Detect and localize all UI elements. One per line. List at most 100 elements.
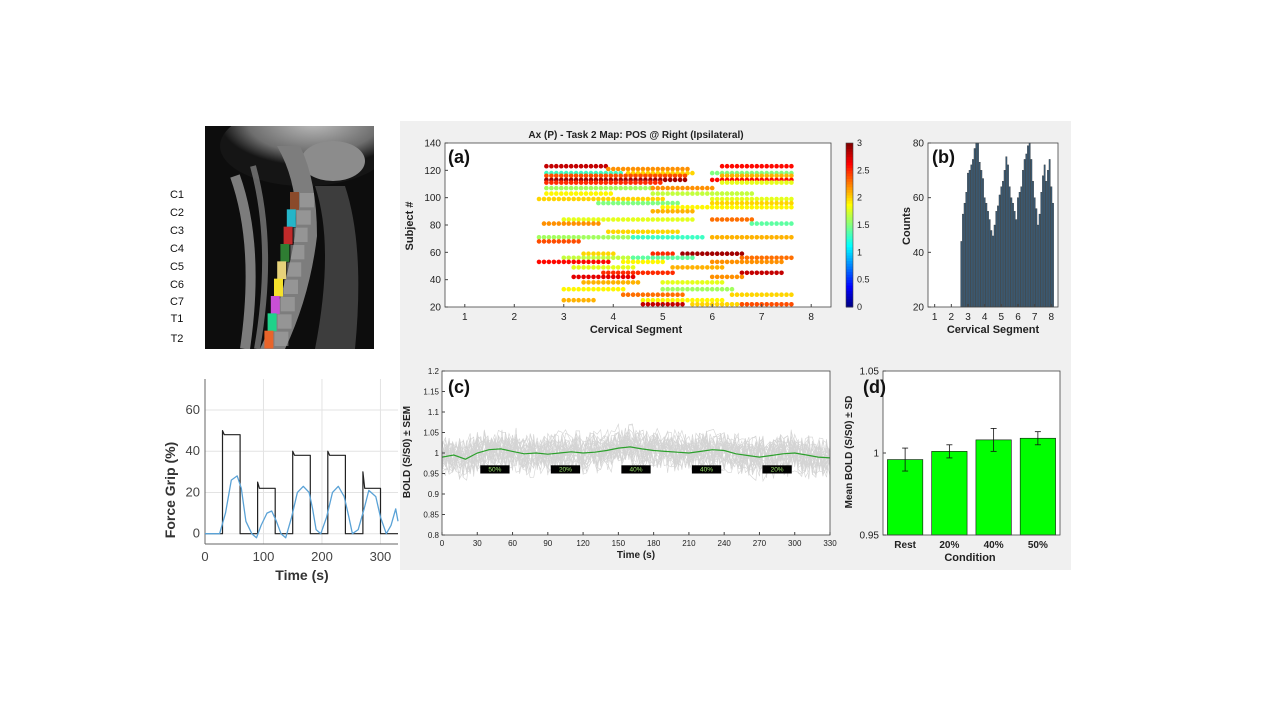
panel-a-point (546, 235, 552, 240)
panel-a-point (581, 297, 586, 303)
panel-a-xtick-label: 2 (512, 312, 518, 323)
panel-a-point (774, 259, 779, 265)
panel-a-point (583, 163, 589, 169)
panel-a-point (541, 259, 547, 265)
panel-a-point (586, 255, 591, 261)
colorbar-band (846, 268, 853, 272)
panel-a-point (744, 200, 750, 206)
panel-a-point (749, 302, 755, 307)
panel-a-point (620, 200, 626, 206)
panel-a-point (675, 235, 680, 240)
panel-a-point (769, 259, 774, 265)
panel-b-bar (1040, 192, 1043, 308)
colorbar-band (846, 252, 853, 256)
panel-a-point (576, 286, 581, 292)
panel-a-point (789, 196, 794, 202)
panel-a-point (586, 217, 591, 222)
panel-a-point (734, 302, 740, 307)
colorbar-band (846, 227, 853, 231)
panel-a-point (764, 259, 769, 265)
panel-a-point (571, 265, 576, 270)
panel-a-point (645, 229, 651, 235)
panel-a-point (719, 265, 725, 270)
spinal-segment-c6 (274, 278, 283, 297)
panel-a-point (690, 297, 695, 303)
panel-a-point (586, 265, 591, 270)
panel-a-point (660, 200, 665, 206)
panel-a-point (625, 255, 631, 261)
panel-a-point (568, 180, 574, 185)
colorbar-band (846, 153, 853, 158)
panel-a-point (556, 259, 562, 265)
panel-a-point (734, 191, 740, 196)
panel-a-point (690, 265, 695, 270)
panel-a-point (670, 280, 675, 285)
panel-a-point (591, 255, 596, 261)
panel-a-point (655, 217, 661, 222)
panel-a-point (576, 235, 581, 240)
panel-a-point (549, 185, 554, 191)
panel-a-point (665, 280, 670, 285)
panel-b-ytick-label: 60 (913, 193, 925, 204)
panel-a-point (650, 302, 656, 307)
panel-a-point (630, 229, 636, 235)
panel-a-point (729, 191, 735, 196)
panel-a-point (667, 177, 673, 183)
panel-c-subject-trace (441, 430, 831, 477)
colorbar-band (846, 181, 853, 185)
panel-a-point (660, 286, 665, 292)
panel-a-point (660, 229, 665, 235)
panel-a-point (566, 259, 571, 265)
panel-a-point (690, 302, 695, 307)
panel-b-bar (968, 170, 971, 308)
panel-a-point (709, 200, 715, 206)
panel-b-xlabel: Cervical Segment (947, 324, 1040, 336)
panel-a-point (709, 235, 715, 240)
panel-a-point (645, 200, 651, 206)
panel-a-point (670, 235, 675, 240)
panel-a-point (635, 217, 641, 222)
panel-a-point (719, 235, 725, 240)
panel-b-ytick-label: 40 (913, 248, 925, 259)
panel-a-point (596, 221, 601, 226)
panel-a-point (571, 286, 576, 292)
panel-a-ylabel: Subject # (404, 202, 416, 251)
panel-a-point (739, 292, 745, 297)
panel-a-point (559, 185, 564, 191)
panel-a-point (650, 166, 656, 172)
panel-a-point (601, 270, 606, 276)
panel-a-point (769, 173, 774, 179)
colorbar-band (846, 290, 853, 294)
panel-a-point (700, 265, 705, 270)
segment-label-c7: C7 (169, 296, 185, 308)
panel-a-point (675, 191, 680, 196)
panel-a-point (660, 204, 665, 210)
panel-a-point (559, 180, 564, 185)
panel-a-point (700, 302, 705, 307)
panel-a-point (576, 217, 581, 222)
task-block-20pct (550, 465, 581, 474)
panel-d-ytick-label: 1 (873, 449, 879, 460)
panel-a-point (729, 274, 735, 280)
panel-a-point (611, 217, 616, 222)
panel-a-point (566, 297, 571, 303)
panel-a-point (764, 163, 769, 169)
panel-a-point (714, 251, 720, 256)
panel-a-point (645, 259, 651, 265)
force-grip-ylabel: Force Grip (%) (162, 442, 178, 538)
panel-a-label: (a) (448, 147, 470, 167)
panel-b-bar (1027, 145, 1029, 308)
panel-a-point (660, 270, 665, 276)
panel-c-subject-trace (441, 436, 831, 472)
panel-a-point (690, 280, 695, 285)
panel-a-point (608, 185, 614, 191)
panel-a-point (645, 166, 651, 172)
segment-label-t2: T2 (170, 333, 184, 345)
panel-a-point (591, 217, 596, 222)
panel-a-point (611, 265, 616, 270)
panel-a-point (551, 196, 557, 202)
panel-a-point (779, 180, 784, 185)
panel-a-point (744, 180, 750, 185)
panel-b-bar (997, 205, 999, 308)
panel-a-point (734, 274, 740, 280)
